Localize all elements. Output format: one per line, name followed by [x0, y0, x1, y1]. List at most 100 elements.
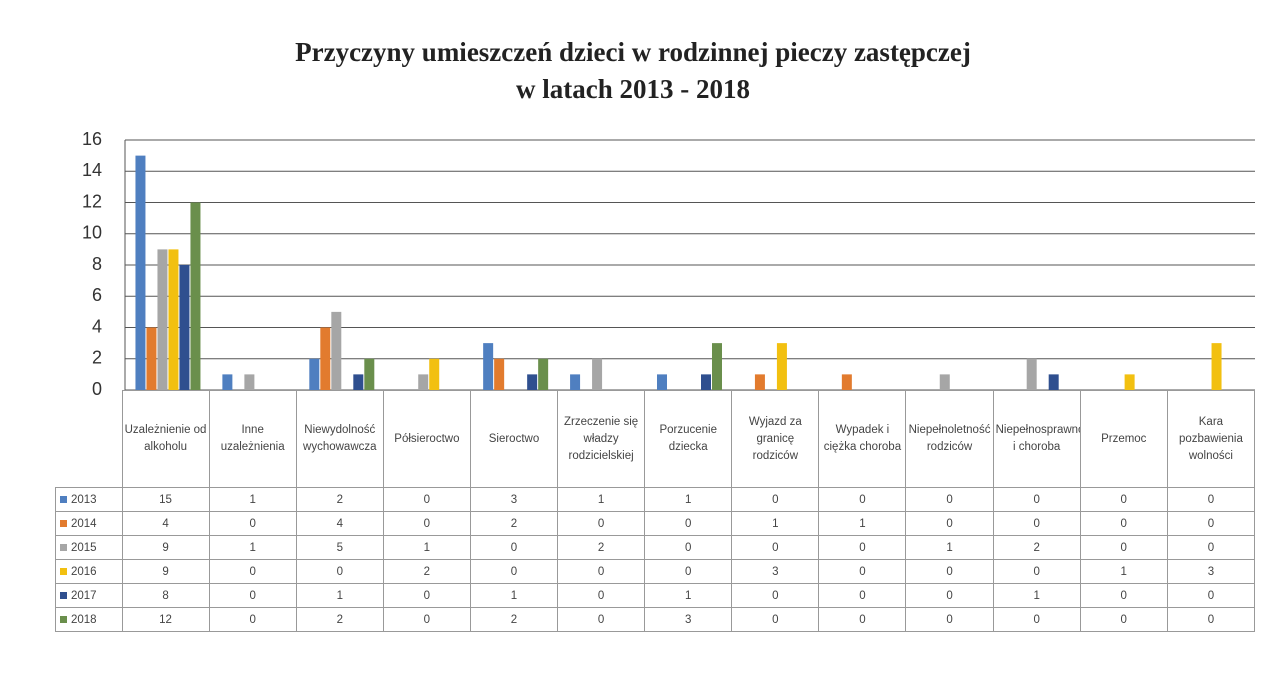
bar: [754, 374, 765, 390]
bar: [1026, 358, 1037, 390]
bar: [1211, 343, 1222, 390]
table-value: 2: [992, 535, 1081, 560]
table-value: 0: [1166, 607, 1256, 632]
legend-entry: 2014: [55, 511, 123, 536]
y-tick-label: 4: [92, 316, 102, 336]
bar: [157, 249, 168, 390]
table-value: 0: [1079, 535, 1168, 560]
y-tick-label: 2: [92, 348, 102, 368]
legend-swatch: [60, 519, 67, 527]
table-value: 0: [992, 511, 1081, 536]
category-label: Niepełnosprawność i choroba: [992, 390, 1081, 488]
table-value: 0: [731, 535, 820, 560]
bar: [146, 327, 157, 390]
category-label: Wyjazd za granicę rodziców: [731, 390, 820, 488]
table-value: 2: [382, 559, 471, 584]
table-value: 0: [905, 487, 994, 512]
bar: [570, 374, 581, 390]
table-row: 2014 4 0 4 0 2 0 0 1 1 0 0 0 0: [55, 511, 1256, 536]
category-label: Inne uzależnienia: [208, 390, 297, 488]
table-value: 2: [469, 511, 559, 536]
bar: [179, 265, 190, 390]
table-value: 1: [992, 583, 1081, 608]
y-tick-label: 14: [82, 160, 102, 180]
table-value: 3: [469, 487, 559, 512]
table-value: 0: [1166, 511, 1256, 536]
category-label: Zrzeczenie się władzy rodzicielskiej: [557, 390, 646, 488]
table-value: 0: [818, 607, 907, 632]
category-label: Uzależnienie od alkoholu: [121, 390, 210, 488]
bar: [1124, 374, 1135, 390]
table-value: 0: [818, 583, 907, 608]
table-value: 1: [469, 583, 559, 608]
bar: [701, 374, 711, 390]
bar: [527, 374, 538, 390]
table-value: 0: [1166, 535, 1256, 560]
table-value: 0: [1166, 487, 1256, 512]
table-value: 0: [905, 559, 994, 584]
table-value: 0: [382, 583, 471, 608]
legend-entry: 2017: [55, 583, 123, 608]
table-value: 0: [208, 511, 297, 536]
table-value: 0: [905, 607, 994, 632]
chart-title: Przyczyny umieszczeń dzieci w rodzinnej …: [295, 37, 971, 104]
table-value: 0: [644, 559, 733, 584]
y-tick-label: 8: [92, 254, 102, 274]
legend-swatch: [60, 543, 67, 551]
table-value: 8: [121, 583, 210, 608]
y-tick-label: 6: [92, 285, 102, 305]
table-value: 0: [1079, 607, 1168, 632]
table-value: 9: [121, 535, 210, 560]
bar: [592, 358, 603, 390]
category-label: Wypadek i ciężka choroba: [818, 390, 907, 488]
table-value: 0: [469, 559, 559, 584]
table-row: 2015 9 1 5 1 0 2 0 0 0 1 2 0 0: [55, 535, 1256, 560]
bar: [538, 358, 549, 390]
table-value: 0: [382, 487, 471, 512]
table-value: 9: [121, 559, 210, 584]
table-value: 0: [992, 559, 1081, 584]
table-value: 1: [295, 583, 384, 608]
table-value: 0: [1079, 583, 1168, 608]
table-value: 0: [557, 559, 646, 584]
legend-label: 2016: [71, 565, 97, 578]
bar: [1048, 374, 1059, 390]
category-label: Niewydolność wychowawcza: [295, 390, 384, 488]
bar: [190, 202, 201, 390]
table-value: 1: [208, 535, 297, 560]
table-value: 1: [818, 511, 907, 536]
bar: [353, 374, 364, 390]
table-value: 2: [295, 607, 384, 632]
bar: [364, 358, 375, 390]
table-value: 0: [557, 583, 646, 608]
table-value: 0: [557, 607, 646, 632]
table-value: 0: [644, 511, 733, 536]
y-tick-label: 12: [82, 191, 102, 211]
table-value: 2: [557, 535, 646, 560]
table-value: 0: [992, 607, 1081, 632]
table-value: 0: [557, 511, 646, 536]
legend-entry: 2015: [55, 535, 123, 560]
table-value: 0: [1166, 583, 1256, 608]
table-value: 0: [208, 583, 297, 608]
table-value: 1: [382, 535, 471, 560]
table-value: 4: [121, 511, 210, 536]
table-value: 0: [818, 535, 907, 560]
legend-swatch: [60, 615, 67, 623]
table-value: 12: [121, 607, 210, 632]
table-value: 0: [382, 511, 471, 536]
bar: [429, 358, 440, 390]
bar: [657, 374, 667, 390]
legend-entry: 2018: [55, 607, 123, 632]
table-row: 2017 8 0 1 0 1 0 1 0 0 0 1 0 0: [55, 583, 1256, 608]
table-value: 0: [1079, 487, 1168, 512]
table-value: 3: [644, 607, 733, 632]
table-value: 0: [644, 535, 733, 560]
legend-label: 2013: [71, 493, 97, 506]
bar: [483, 343, 494, 390]
table-value: 1: [644, 583, 733, 608]
table-value: 1: [557, 487, 646, 512]
table-value: 0: [992, 487, 1081, 512]
